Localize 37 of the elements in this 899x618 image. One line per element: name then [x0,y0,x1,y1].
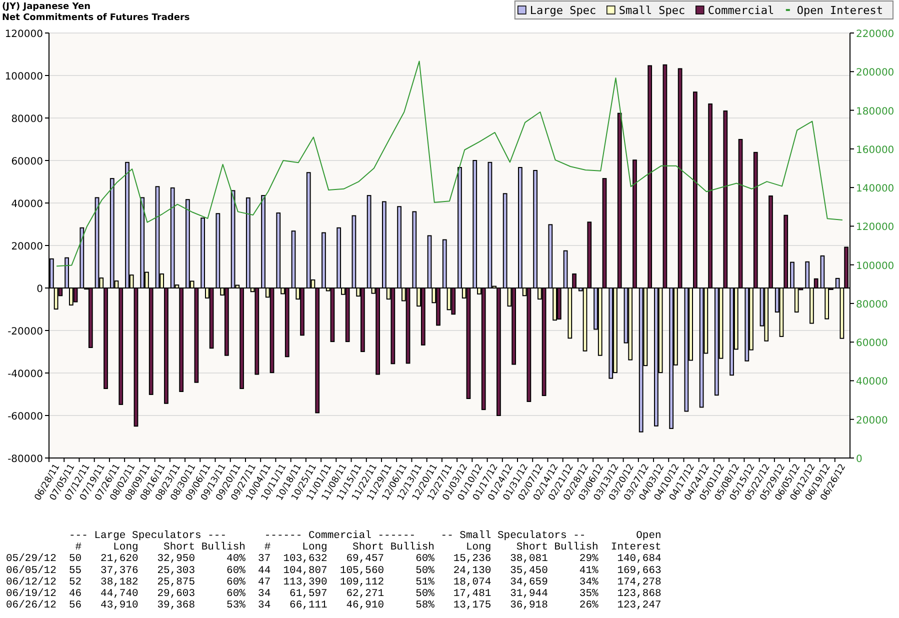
y-tick-label: -40000 [8,369,43,380]
y-tick-label: -80000 [8,454,43,465]
y2-tick-label: 0 [856,454,862,465]
y2-tick-label: 180000 [856,106,894,118]
y-tick-label: -60000 [8,412,43,422]
y-tick-label: 80000 [11,114,43,125]
legend-label: Open Interest [796,4,883,17]
legend-label: Large Spec [530,4,596,17]
text: 06/19/12 46 44,740 29,603 60% 34 61,597 62,271 50% 17,481 31,944 35% 123,868 [6,588,662,600]
y2-tick-label: 160000 [856,144,894,156]
y-tick-label: 60000 [11,156,43,168]
y2-tick-label: 40000 [856,376,888,388]
text: # Long Short Bullish # Long Short Bullish Long Short Bullish Interest [6,542,662,554]
y2-tick-label: 100000 [856,260,894,272]
y-tick-label: 40000 [11,199,43,210]
text: 06/12/12 52 38,182 25,875 60% 47 113,390 109,112 51% 18,074 34,659 34% 174,278 [6,576,662,588]
y-tick-label: 20000 [11,242,43,252]
text: 06/05/12 55 37,376 25,303 60% 44 104,807 105,560 50% 24,130 35,450 41% 169,663 [6,564,662,577]
y2-tick-label: 200000 [856,68,894,79]
chart-subtitle: Net Commitments of Futures Traders [2,13,190,23]
y-tick-label: 100000 [4,72,43,82]
y2-tick-label: 220000 [856,29,894,40]
chart-title: (JY) Japanese Yen [2,2,90,12]
y2-tick-label: 120000 [856,222,894,234]
y-tick-label: 0 [36,284,43,295]
y2-tick-label: 80000 [856,299,888,310]
y-tick-label: -20000 [8,326,43,338]
y2-tick-label: 60000 [856,338,888,350]
text: 05/29/12 50 21,620 32,950 40% 37 103,632 69,457 60% 15,236 38,081 29% 140,684 [6,553,662,566]
line-series [56,60,843,267]
legend-label: Commercial [708,4,774,17]
legend-label: Small Spec [618,4,686,17]
y-tick-label: 120000 [4,29,43,40]
y2-tick-label: 140000 [856,184,894,195]
text: --- Large Speculators --- ------ Commercial ------ -- Small Speculators -- Open [6,530,662,542]
text: 06/26/12 56 43,910 39,368 53% 34 66,111 46,910 58% 13,175 36,918 26% 123,247 [6,600,662,612]
y2-tick-label: 20000 [856,415,888,426]
